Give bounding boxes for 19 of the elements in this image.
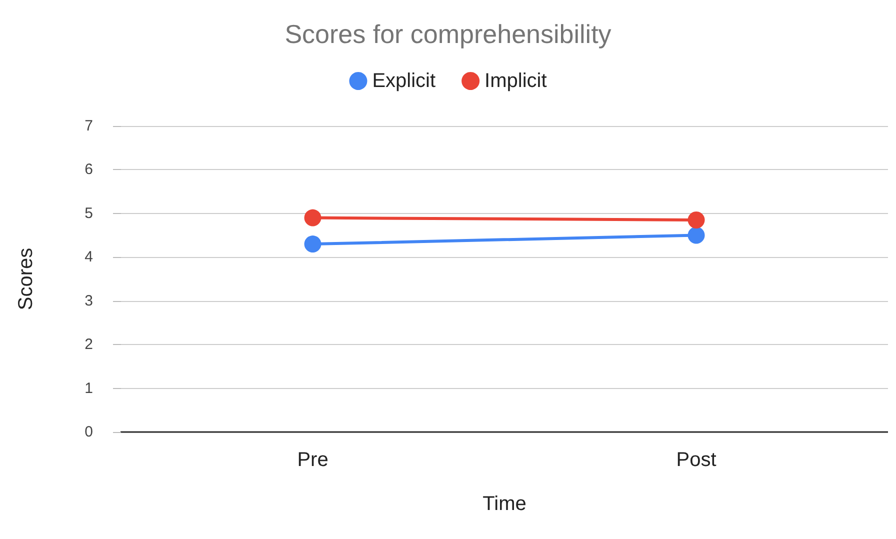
x-tick-label: Post [676,449,717,471]
y-tick-label: 7 [84,118,93,134]
y-tick-label: 6 [84,161,93,178]
legend-label: Implicit [484,70,548,92]
y-tick-label: 2 [84,336,93,354]
y-tick-label: 3 [84,292,93,310]
chart-title: Scores for comprehensibility [284,19,612,49]
point [304,209,322,226]
y-tick-label: 1 [84,380,93,397]
x-tick-label: Pre [297,449,328,471]
point [688,226,705,244]
point [304,236,322,253]
y-tick-label: 5 [84,204,93,222]
legend-label: Explicit [372,70,436,92]
y-axis-title: Scores [15,248,37,310]
x-axis-title: Time [482,493,526,515]
y-tick-label: 4 [84,248,93,266]
point [688,211,705,228]
y-tick-label: 0 [84,424,93,440]
